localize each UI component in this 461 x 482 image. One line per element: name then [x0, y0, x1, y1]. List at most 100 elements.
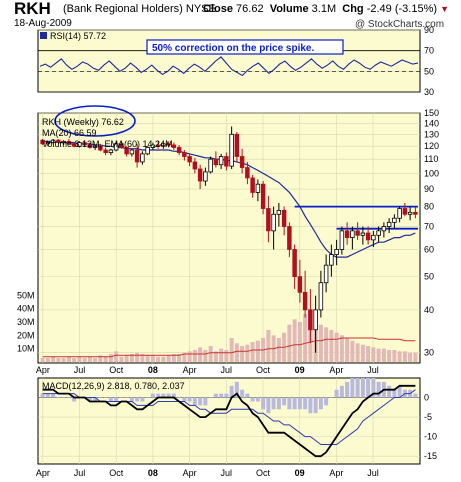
macd-panel: 0 -5 -10 -15 MACD(12,26,9) 2.818, 0.780, 2.…	[37, 377, 437, 465]
candle-body	[365, 232, 371, 241]
candle	[66, 138, 72, 145]
volume-bar	[135, 352, 140, 362]
candle-body	[360, 232, 366, 236]
x-tick-label: Jul	[74, 365, 86, 375]
volume-bar	[408, 352, 413, 362]
price-tick-label: 90	[424, 184, 434, 194]
candle	[203, 167, 208, 186]
macd-histogram-bar	[114, 397, 119, 402]
price-tick-label: 80	[424, 202, 434, 212]
candle-body	[239, 156, 245, 168]
price-tick-label: 130	[424, 129, 439, 139]
macd-histogram-bar	[234, 381, 239, 398]
volume-bar	[292, 319, 297, 362]
x-tick-label: 08	[148, 365, 158, 375]
candle-body	[255, 183, 261, 193]
volume-bar	[108, 354, 113, 362]
candle-body	[77, 142, 82, 147]
volume-bar	[339, 335, 344, 362]
candle	[103, 147, 108, 156]
volume-bar	[360, 344, 365, 362]
x-tick-label-bottom: Jul	[221, 468, 233, 478]
volume-bar	[245, 344, 250, 362]
candle-body	[344, 230, 350, 238]
macd-histogram-bar	[93, 397, 98, 402]
volume-bar	[297, 322, 302, 362]
candle	[323, 254, 329, 293]
candle-body	[218, 156, 224, 166]
x-tick-label-bottom: Apr	[183, 468, 197, 478]
chart-header: RKH (Bank Regional Holders) NYSE Close 7…	[0, 0, 461, 30]
candle-body	[166, 143, 171, 146]
price-tick-label: 70	[424, 222, 434, 232]
macd-histogram-bar	[166, 393, 171, 398]
volume-bar	[77, 356, 82, 362]
volume-bar	[66, 356, 71, 362]
macd-histogram-bar	[303, 397, 308, 410]
macd-histogram-bar	[119, 397, 124, 399]
macd-histogram-bar	[66, 397, 71, 399]
macd-histogram-bar	[40, 393, 45, 398]
macd-histogram-bar	[103, 397, 108, 399]
candle-body	[287, 226, 292, 250]
candle-body	[397, 208, 402, 219]
volume-bar	[387, 350, 392, 362]
candle-body	[386, 221, 392, 227]
macd-tick-label: 0	[424, 393, 429, 403]
price-tick-label: 30	[424, 348, 434, 358]
chart-date: 18-Aug-2009	[14, 18, 72, 29]
macd-histogram-bar	[56, 397, 61, 399]
candle-body	[297, 276, 303, 293]
macd-histogram-bar	[192, 397, 197, 406]
volume-bar	[366, 346, 371, 362]
macd-histogram-bar	[224, 393, 229, 398]
candle	[155, 141, 161, 149]
candle	[176, 145, 182, 156]
x-tick-label-bottom: Apr	[36, 468, 50, 478]
x-tick-label: Apr	[183, 365, 197, 375]
candle-body	[134, 149, 140, 163]
price-tick-label: 150	[424, 108, 439, 118]
volume-bar	[198, 347, 203, 362]
volume-label: Volume	[269, 3, 309, 15]
candle	[187, 153, 192, 167]
candle-body	[203, 171, 208, 182]
candle-body	[119, 143, 124, 148]
candle-body	[213, 158, 219, 166]
macd-histogram-bar	[161, 393, 166, 398]
candle-body	[182, 152, 187, 157]
volume-bar	[182, 352, 187, 362]
candle	[381, 222, 387, 238]
volume-bar	[156, 356, 161, 362]
macd-histogram-bar	[313, 397, 318, 414]
volume-bar	[213, 351, 218, 362]
resistance-support-lines	[294, 205, 418, 230]
macd-histogram	[40, 378, 418, 414]
ticker-symbol: RKH	[14, 0, 51, 18]
candle	[239, 148, 245, 174]
volume-bar	[376, 348, 381, 362]
candle-body	[381, 226, 387, 232]
candle-body	[45, 142, 51, 145]
volume-bar	[72, 358, 77, 362]
x-tick-label: 09	[295, 365, 305, 375]
volume-tick-labels: 50M 40M 30M 20M 10M	[17, 290, 35, 353]
candle-body	[329, 254, 334, 266]
price-legend-main: RKH (Weekly) 76.62	[42, 117, 124, 127]
macd-histogram-bar	[140, 397, 145, 402]
macd-histogram-bar	[87, 397, 92, 402]
macd-histogram-bar	[145, 397, 150, 399]
candle	[140, 151, 145, 165]
candle-body	[224, 156, 229, 167]
candle	[108, 148, 114, 156]
macd-histogram-bar	[245, 393, 250, 398]
macd-histogram-bar	[129, 397, 134, 402]
candle	[234, 132, 240, 162]
macd-histogram-bar	[108, 397, 113, 402]
volume-bar	[240, 346, 245, 362]
candle-body	[371, 234, 376, 241]
candle-body	[129, 149, 135, 155]
volume-bar	[229, 338, 234, 362]
macd-histogram-bar	[350, 378, 355, 398]
volume-bar	[234, 343, 239, 362]
